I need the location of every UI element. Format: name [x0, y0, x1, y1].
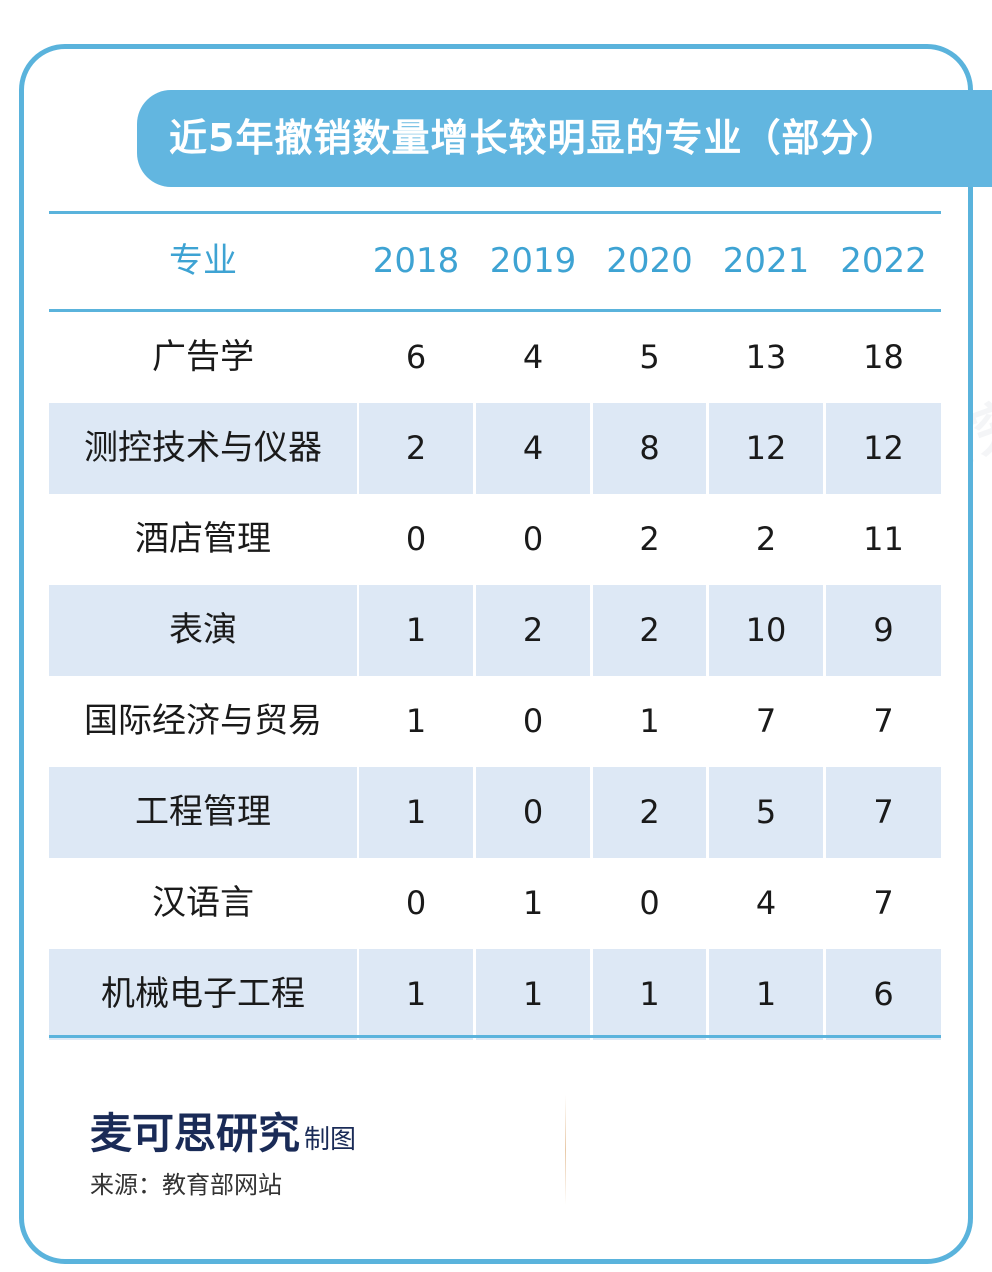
- value-cell: 4: [476, 403, 590, 494]
- table-header-row: 专业 2018 2019 2020 2021 2022: [49, 214, 941, 309]
- header-cell: 2022: [840, 241, 927, 281]
- major-name-cell: 国际经济与贸易: [84, 701, 322, 741]
- value-cell: 10: [709, 585, 823, 676]
- value-cell: 0: [405, 520, 427, 558]
- value-cell: 7: [755, 702, 777, 740]
- value-cell: 7: [873, 884, 894, 922]
- brand-suffix: 制图: [304, 1125, 357, 1155]
- value-cell: 6: [826, 949, 941, 1040]
- value-cell: 0: [405, 884, 427, 922]
- table-row: 汉语言 0 1 0 4 7: [49, 858, 941, 949]
- major-name-cell: 广告学: [152, 337, 254, 377]
- value-cell: 5: [709, 767, 823, 858]
- table-row: 工程管理 1 0 2 5 7: [49, 767, 941, 858]
- value-cell: 13: [745, 338, 787, 376]
- major-name-cell: 测控技术与仪器: [49, 403, 357, 494]
- value-cell: 7: [873, 702, 894, 740]
- header-cell: 2019: [489, 241, 577, 281]
- table-row: 机械电子工程 1 1 1 1 6: [49, 949, 941, 1040]
- value-cell: 0: [522, 702, 544, 740]
- table-bottom-rule: [49, 1035, 941, 1038]
- table-row: 广告学 6 4 5 13 18: [49, 312, 941, 403]
- brand-label: 麦可思研究 制图: [90, 1100, 356, 1161]
- value-cell: 2: [593, 585, 706, 676]
- value-cell: 1: [405, 702, 427, 740]
- value-cell: 5: [639, 338, 660, 376]
- header-cell: 2020: [606, 241, 693, 281]
- major-name-cell: 机械电子工程: [49, 949, 357, 1040]
- footer-divider: [565, 1095, 566, 1205]
- major-name-cell: 表演: [49, 585, 357, 676]
- value-cell: 6: [405, 338, 427, 376]
- value-cell: 4: [755, 884, 777, 922]
- header-cell: 2021: [722, 241, 810, 281]
- value-cell: 1: [593, 949, 706, 1040]
- major-name-cell: 酒店管理: [135, 519, 271, 559]
- value-cell: 2: [593, 767, 706, 858]
- brand-name: 麦可思研究: [90, 1109, 301, 1158]
- value-cell: 1: [522, 884, 544, 922]
- value-cell: 7: [826, 767, 941, 858]
- value-cell: 1: [476, 949, 590, 1040]
- value-cell: 1: [359, 585, 473, 676]
- value-cell: 1: [359, 767, 473, 858]
- value-cell: 12: [709, 403, 823, 494]
- table-row: 表演 1 2 2 10 9: [49, 585, 941, 676]
- value-cell: 18: [863, 338, 904, 376]
- value-cell: 1: [639, 702, 660, 740]
- major-name-cell: 工程管理: [49, 767, 357, 858]
- chart-title: 近5年撤销数量增长较明显的专业（部分）: [137, 90, 992, 187]
- value-cell: 8: [593, 403, 706, 494]
- table-header-rule: [49, 309, 941, 312]
- value-cell: 2: [639, 520, 660, 558]
- value-cell: 0: [476, 767, 590, 858]
- value-cell: 12: [826, 403, 941, 494]
- table-row: 国际经济与贸易 1 0 1 7 7: [49, 676, 941, 767]
- value-cell: 2: [755, 520, 777, 558]
- table-row: 酒店管理 0 0 2 2 11: [49, 494, 941, 585]
- major-name-cell: 汉语言: [152, 883, 254, 923]
- header-cell: 2018: [372, 241, 460, 281]
- value-cell: 11: [863, 520, 904, 558]
- table-row: 测控技术与仪器 2 4 8 12 12: [49, 403, 941, 494]
- value-cell: 1: [359, 949, 473, 1040]
- value-cell: 0: [639, 884, 660, 922]
- value-cell: 9: [826, 585, 941, 676]
- value-cell: 1: [709, 949, 823, 1040]
- value-cell: 0: [522, 520, 544, 558]
- value-cell: 2: [359, 403, 473, 494]
- value-cell: 2: [476, 585, 590, 676]
- header-cell: 专业: [169, 241, 237, 281]
- value-cell: 4: [522, 338, 544, 376]
- table-top-rule: [49, 211, 941, 214]
- source-note: 来源：教育部网站: [90, 1171, 282, 1199]
